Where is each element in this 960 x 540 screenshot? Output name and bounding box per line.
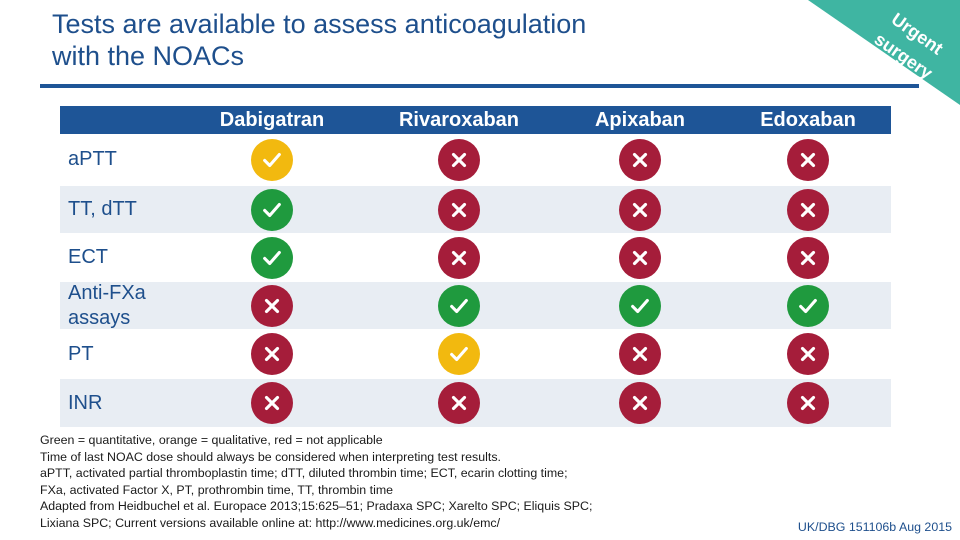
column-header-edoxaban: Edoxaban: [760, 109, 856, 131]
check-icon: [251, 237, 293, 279]
row-label-line: assays: [68, 307, 131, 329]
cross-icon: [787, 382, 829, 424]
row-label-line: aPTT: [68, 148, 117, 170]
table-row: Anti-FXa assays: [60, 282, 891, 329]
cross-icon: [787, 189, 829, 231]
cross-icon: [787, 139, 829, 181]
footnote-sources-2: Lixiana SPC; Current versions available …: [40, 515, 501, 530]
table-row: ECT: [60, 234, 891, 281]
check-icon: [619, 285, 661, 327]
banner-text-line-2: surgery: [871, 29, 937, 83]
footnotes: Green = quantitative, orange = qualitati…: [40, 432, 800, 531]
row-label-line: INR: [68, 392, 103, 414]
check-icon: [438, 333, 480, 375]
row-label: PT: [68, 342, 94, 367]
table-row: aPTT: [60, 136, 891, 183]
check-icon: [251, 189, 293, 231]
reference-code: UK/DBG 151106b Aug 2015: [797, 520, 952, 534]
cross-icon: [619, 237, 661, 279]
row-label: ECT: [68, 245, 108, 270]
svg-text:surgery: surgery: [871, 29, 937, 83]
footnote-abbreviations-1: aPTT, activated partial thromboplastin t…: [40, 466, 568, 480]
row-label: TT, dTT: [68, 197, 137, 222]
check-icon: [251, 139, 293, 181]
banner-text-line-1: Urgent: [888, 9, 947, 59]
cross-icon: [438, 189, 480, 231]
row-label-line: ECT: [68, 246, 108, 268]
column-header-rivaroxaban: Rivaroxaban: [398, 109, 520, 131]
cross-icon: [619, 333, 661, 375]
check-icon: [787, 285, 829, 327]
table-row: INR: [60, 379, 891, 427]
cross-icon: [438, 382, 480, 424]
column-header-apixaban: Apixaban: [594, 109, 686, 131]
cross-icon: [619, 382, 661, 424]
footnote-legend: Green = quantitative, orange = qualitati…: [40, 433, 383, 447]
column-header-dabigatran: Dabigatran: [219, 109, 325, 131]
svg-text:Urgent: Urgent: [888, 9, 947, 59]
title-divider: [40, 84, 919, 88]
row-label-line: PT: [68, 343, 94, 365]
row-label: aPTT: [68, 147, 117, 172]
cross-icon: [438, 237, 480, 279]
footnote-sources-1: Adapted from Heidbuchel et al. Europace …: [40, 499, 593, 513]
slide-title: Tests are available to assess anticoagul…: [52, 8, 812, 72]
row-label: Anti-FXa assays: [68, 281, 146, 331]
slide-title-line-2: with the NOACs: [52, 41, 245, 71]
table-row: TT, dTT: [60, 186, 891, 233]
row-label-line: Anti-FXa: [68, 282, 146, 304]
slide-title-line-1: Tests are available to assess anticoagul…: [52, 9, 587, 39]
cross-icon: [251, 382, 293, 424]
cross-icon: [787, 237, 829, 279]
cross-icon: [438, 139, 480, 181]
check-icon: [438, 285, 480, 327]
row-label: INR: [68, 391, 102, 416]
table-row: PT: [60, 330, 891, 378]
cross-icon: [619, 189, 661, 231]
cross-icon: [787, 333, 829, 375]
cross-icon: [251, 285, 293, 327]
row-label-line: TT, dTT: [68, 198, 137, 220]
cross-icon: [251, 333, 293, 375]
cross-icon: [619, 139, 661, 181]
table-header-bar: [60, 106, 891, 134]
footnote-timing: Time of last NOAC dose should always be …: [40, 449, 501, 464]
footnote-abbreviations-2: FXa, activated Factor X, PT, prothrombin…: [40, 482, 394, 497]
